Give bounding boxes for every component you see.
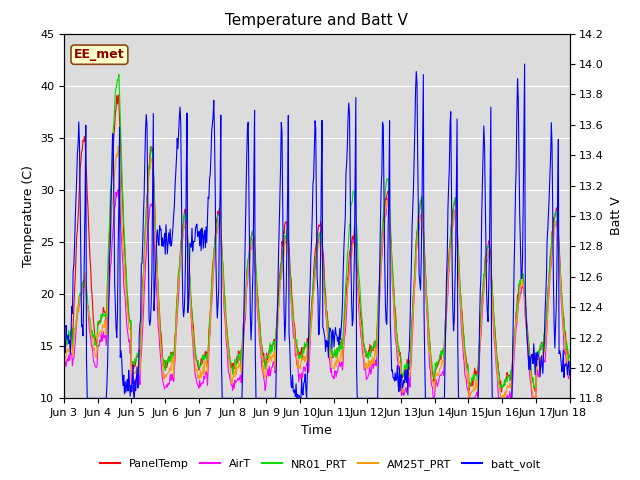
Title: Temperature and Batt V: Temperature and Batt V bbox=[225, 13, 408, 28]
X-axis label: Time: Time bbox=[301, 424, 332, 437]
Y-axis label: Temperature (C): Temperature (C) bbox=[22, 165, 35, 267]
Y-axis label: Batt V: Batt V bbox=[610, 197, 623, 235]
Legend: PanelTemp, AirT, NR01_PRT, AM25T_PRT, batt_volt: PanelTemp, AirT, NR01_PRT, AM25T_PRT, ba… bbox=[95, 455, 545, 474]
Text: EE_met: EE_met bbox=[74, 48, 125, 61]
